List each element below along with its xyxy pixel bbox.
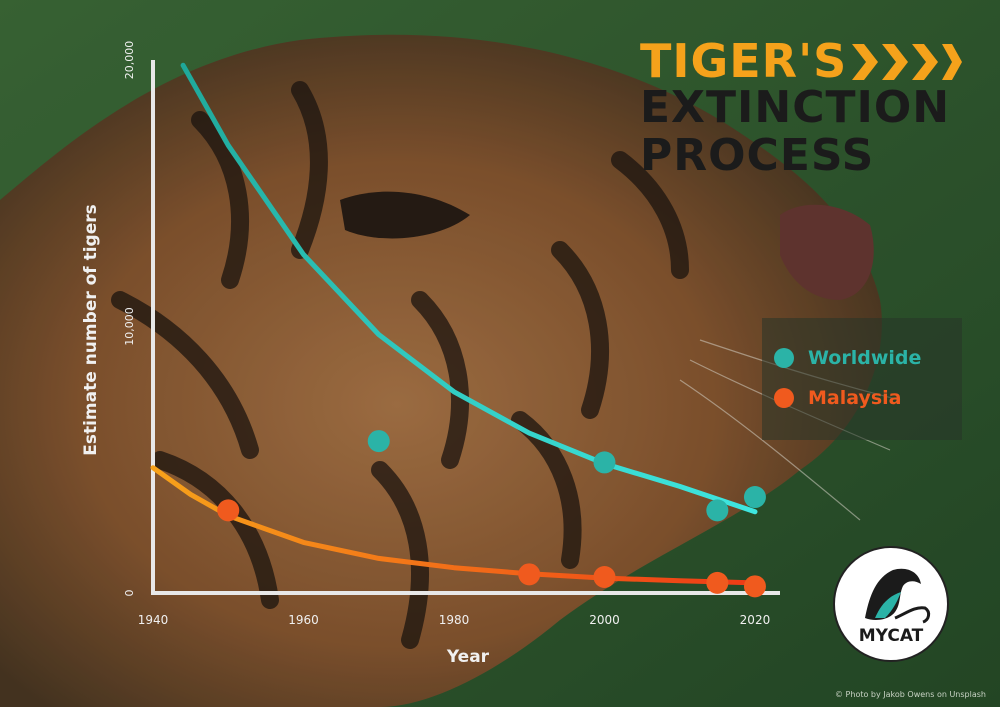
chevron-arrows-icon [852,44,962,80]
x-tick-label: 1940 [138,613,169,627]
legend-label-worldwide: Worldwide [808,347,922,369]
legend-dot-worldwide [774,348,794,368]
title-line-1: TIGER'S [640,34,848,88]
legend-item-malaysia: Malaysia [774,384,902,412]
x-tick-label: 2020 [740,613,771,627]
logo-text: MYCAT [858,626,924,646]
tiger-cat-logo-icon [865,568,931,624]
legend-dot-malaysia [774,388,794,408]
y-axis-label: Estimate number of tigers [81,204,101,456]
legend-item-worldwide: Worldwide [774,344,921,372]
data-point-malaysia [518,563,541,586]
x-axis-label: Year [446,647,490,667]
x-tick-label: 2000 [589,613,620,627]
data-point-malaysia [743,575,766,598]
x-tick-label: 1960 [288,613,319,627]
data-point-worldwide [743,486,766,509]
data-point-worldwide [706,499,729,522]
y-tick-label: 20,000 [123,41,136,80]
trend-line-malaysia [150,465,758,586]
y-tick-label: 0 [123,590,136,597]
x-tick-label: 1980 [439,613,470,627]
data-point-malaysia [706,571,729,594]
y-tick-label: 10,000 [123,307,136,346]
data-point-worldwide [367,430,390,453]
chart-legend: Worldwide Malaysia [762,318,962,440]
photo-credit: © Photo by Jakob Owens on Unsplash [835,690,986,699]
mycat-logo: MYCAT [833,546,949,662]
title-line-2: EXTINCTION [640,82,951,133]
trend-line-worldwide [180,62,758,515]
legend-label-malaysia: Malaysia [808,387,902,409]
data-point-malaysia [593,566,616,589]
data-point-worldwide [593,451,616,474]
data-point-malaysia [217,499,240,522]
title-line-3: PROCESS [640,130,875,181]
